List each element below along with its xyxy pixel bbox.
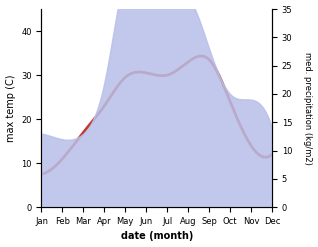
X-axis label: date (month): date (month) [121, 231, 193, 242]
Y-axis label: med. precipitation (kg/m2): med. precipitation (kg/m2) [303, 52, 313, 165]
Y-axis label: max temp (C): max temp (C) [5, 74, 16, 142]
